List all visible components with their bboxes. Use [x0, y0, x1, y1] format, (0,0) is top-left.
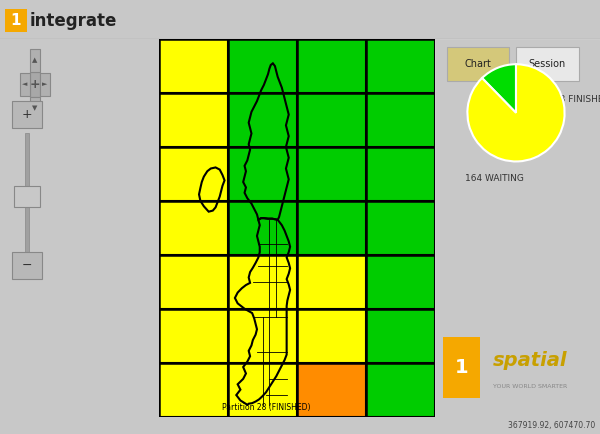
- Bar: [297, 255, 366, 309]
- Text: 164 WAITING: 164 WAITING: [465, 174, 524, 183]
- Bar: [159, 93, 228, 147]
- Bar: [25, 134, 29, 262]
- Text: −: −: [22, 259, 32, 272]
- Bar: [297, 309, 366, 363]
- Text: ▲: ▲: [32, 58, 38, 64]
- Bar: [159, 363, 228, 417]
- Wedge shape: [467, 64, 565, 161]
- Text: 1: 1: [455, 358, 468, 377]
- Bar: [228, 93, 297, 147]
- FancyBboxPatch shape: [516, 46, 578, 81]
- Bar: [228, 363, 297, 417]
- Text: Partition 28 (FINISHED): Partition 28 (FINISHED): [222, 403, 310, 412]
- Text: ►: ►: [43, 81, 47, 87]
- Bar: [228, 201, 297, 255]
- FancyBboxPatch shape: [30, 49, 40, 72]
- FancyBboxPatch shape: [5, 9, 27, 32]
- Text: ▼: ▼: [32, 105, 38, 111]
- Text: +: +: [29, 78, 40, 91]
- Text: 1: 1: [11, 13, 21, 28]
- Bar: [228, 255, 297, 309]
- Bar: [159, 309, 228, 363]
- Bar: [297, 93, 366, 147]
- FancyBboxPatch shape: [12, 102, 42, 128]
- Bar: [366, 93, 435, 147]
- FancyBboxPatch shape: [20, 73, 29, 95]
- Text: +: +: [22, 108, 32, 121]
- Text: Chart: Chart: [464, 59, 491, 69]
- FancyBboxPatch shape: [12, 253, 42, 279]
- FancyBboxPatch shape: [443, 337, 479, 398]
- Bar: [159, 201, 228, 255]
- Wedge shape: [482, 64, 516, 113]
- Bar: [297, 363, 366, 417]
- Bar: [297, 39, 366, 93]
- Bar: [159, 255, 228, 309]
- FancyBboxPatch shape: [30, 72, 40, 97]
- FancyBboxPatch shape: [446, 46, 509, 81]
- Bar: [366, 147, 435, 201]
- FancyBboxPatch shape: [30, 97, 40, 119]
- Text: integrate: integrate: [30, 12, 118, 30]
- FancyBboxPatch shape: [14, 186, 40, 207]
- Bar: [366, 309, 435, 363]
- FancyBboxPatch shape: [40, 73, 50, 95]
- Bar: [297, 147, 366, 201]
- Text: 23 FINISHED: 23 FINISHED: [554, 95, 600, 104]
- Text: ◄: ◄: [22, 81, 28, 87]
- Bar: [366, 39, 435, 93]
- Bar: [228, 39, 297, 93]
- Text: Session: Session: [529, 59, 566, 69]
- Text: 367919.92, 607470.70: 367919.92, 607470.70: [508, 421, 595, 430]
- Bar: [228, 147, 297, 201]
- Bar: [228, 309, 297, 363]
- Text: YOUR WORLD SMARTER: YOUR WORLD SMARTER: [493, 384, 567, 389]
- Bar: [159, 39, 228, 93]
- Text: spatial: spatial: [493, 351, 567, 369]
- Bar: [366, 363, 435, 417]
- Bar: [366, 201, 435, 255]
- Bar: [297, 201, 366, 255]
- Bar: [366, 255, 435, 309]
- Bar: [159, 147, 228, 201]
